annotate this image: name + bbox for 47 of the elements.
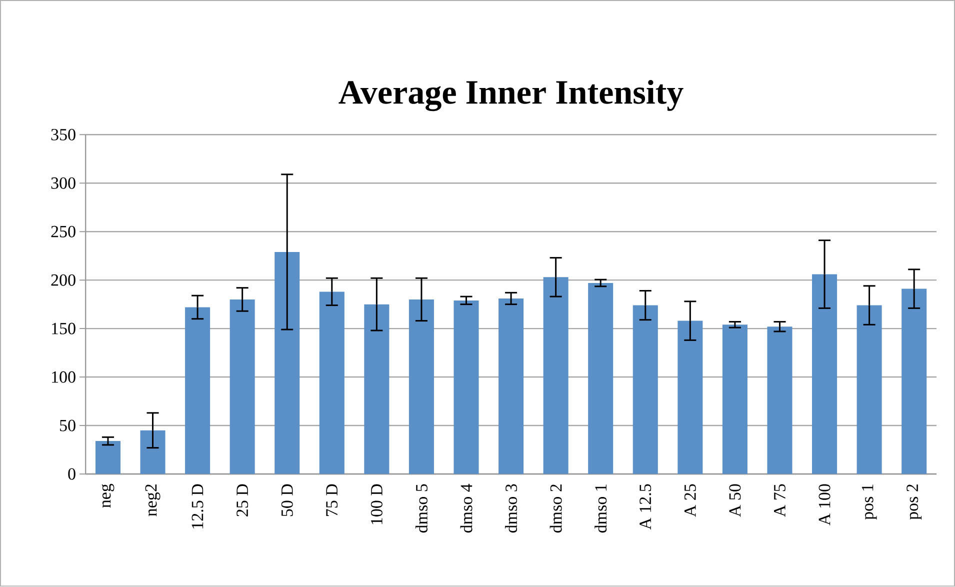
x-tick-label: A 12.5 (640, 484, 652, 530)
y-tick-label: 100 (52, 371, 76, 383)
bar (454, 300, 479, 474)
y-tick-label: 0 (68, 468, 76, 480)
x-tick-label: 25 D (236, 484, 248, 517)
bar (408, 300, 434, 474)
bar (364, 304, 390, 474)
bar (319, 292, 344, 474)
y-tick-label: 300 (51, 178, 76, 190)
x-tick-label: 75 D (326, 484, 338, 516)
bar (767, 326, 792, 474)
x-tick-label: dmso 4 (460, 484, 472, 533)
x-tick-label: 100 D (370, 484, 382, 524)
x-tick-label: pos 1 (862, 484, 877, 520)
x-tick-label: A 100 (818, 484, 830, 526)
bar (185, 307, 210, 474)
y-tick-label: 350 (51, 129, 76, 141)
bar (140, 430, 166, 474)
x-tick-label: dmso 1 (594, 484, 607, 533)
x-tick-label: dmso 5 (415, 484, 428, 533)
y-tick-label: 50 (60, 420, 76, 432)
bar (678, 320, 703, 474)
bar (230, 300, 255, 474)
bar (812, 274, 838, 474)
bar (722, 324, 748, 474)
bar (856, 305, 882, 474)
bar (632, 305, 658, 474)
x-tick-label: A 25 (684, 484, 696, 518)
bar (95, 441, 120, 474)
bar (498, 298, 524, 474)
x-tick-label: A 75 (774, 484, 786, 518)
y-tick-label: 250 (51, 226, 76, 238)
bar (274, 252, 300, 474)
bar (902, 288, 927, 474)
x-tick-label: 12.5 D (192, 484, 204, 529)
y-tick-label: 150 (52, 322, 76, 334)
x-tick-label: neg2 (145, 484, 160, 516)
bar (588, 283, 614, 474)
y-tick-label: 200 (51, 274, 76, 286)
x-tick-label: 50 D (281, 484, 293, 516)
x-tick-label: A 50 (729, 484, 741, 518)
x-tick-label: pos 2 (906, 484, 922, 520)
x-tick-label: dmso 3 (505, 484, 518, 533)
x-tick-label: dmso 2 (550, 484, 562, 533)
x-tick-label: neg (102, 484, 114, 508)
chart-title: Average Inner Intensity (338, 80, 684, 112)
bar (543, 277, 568, 474)
